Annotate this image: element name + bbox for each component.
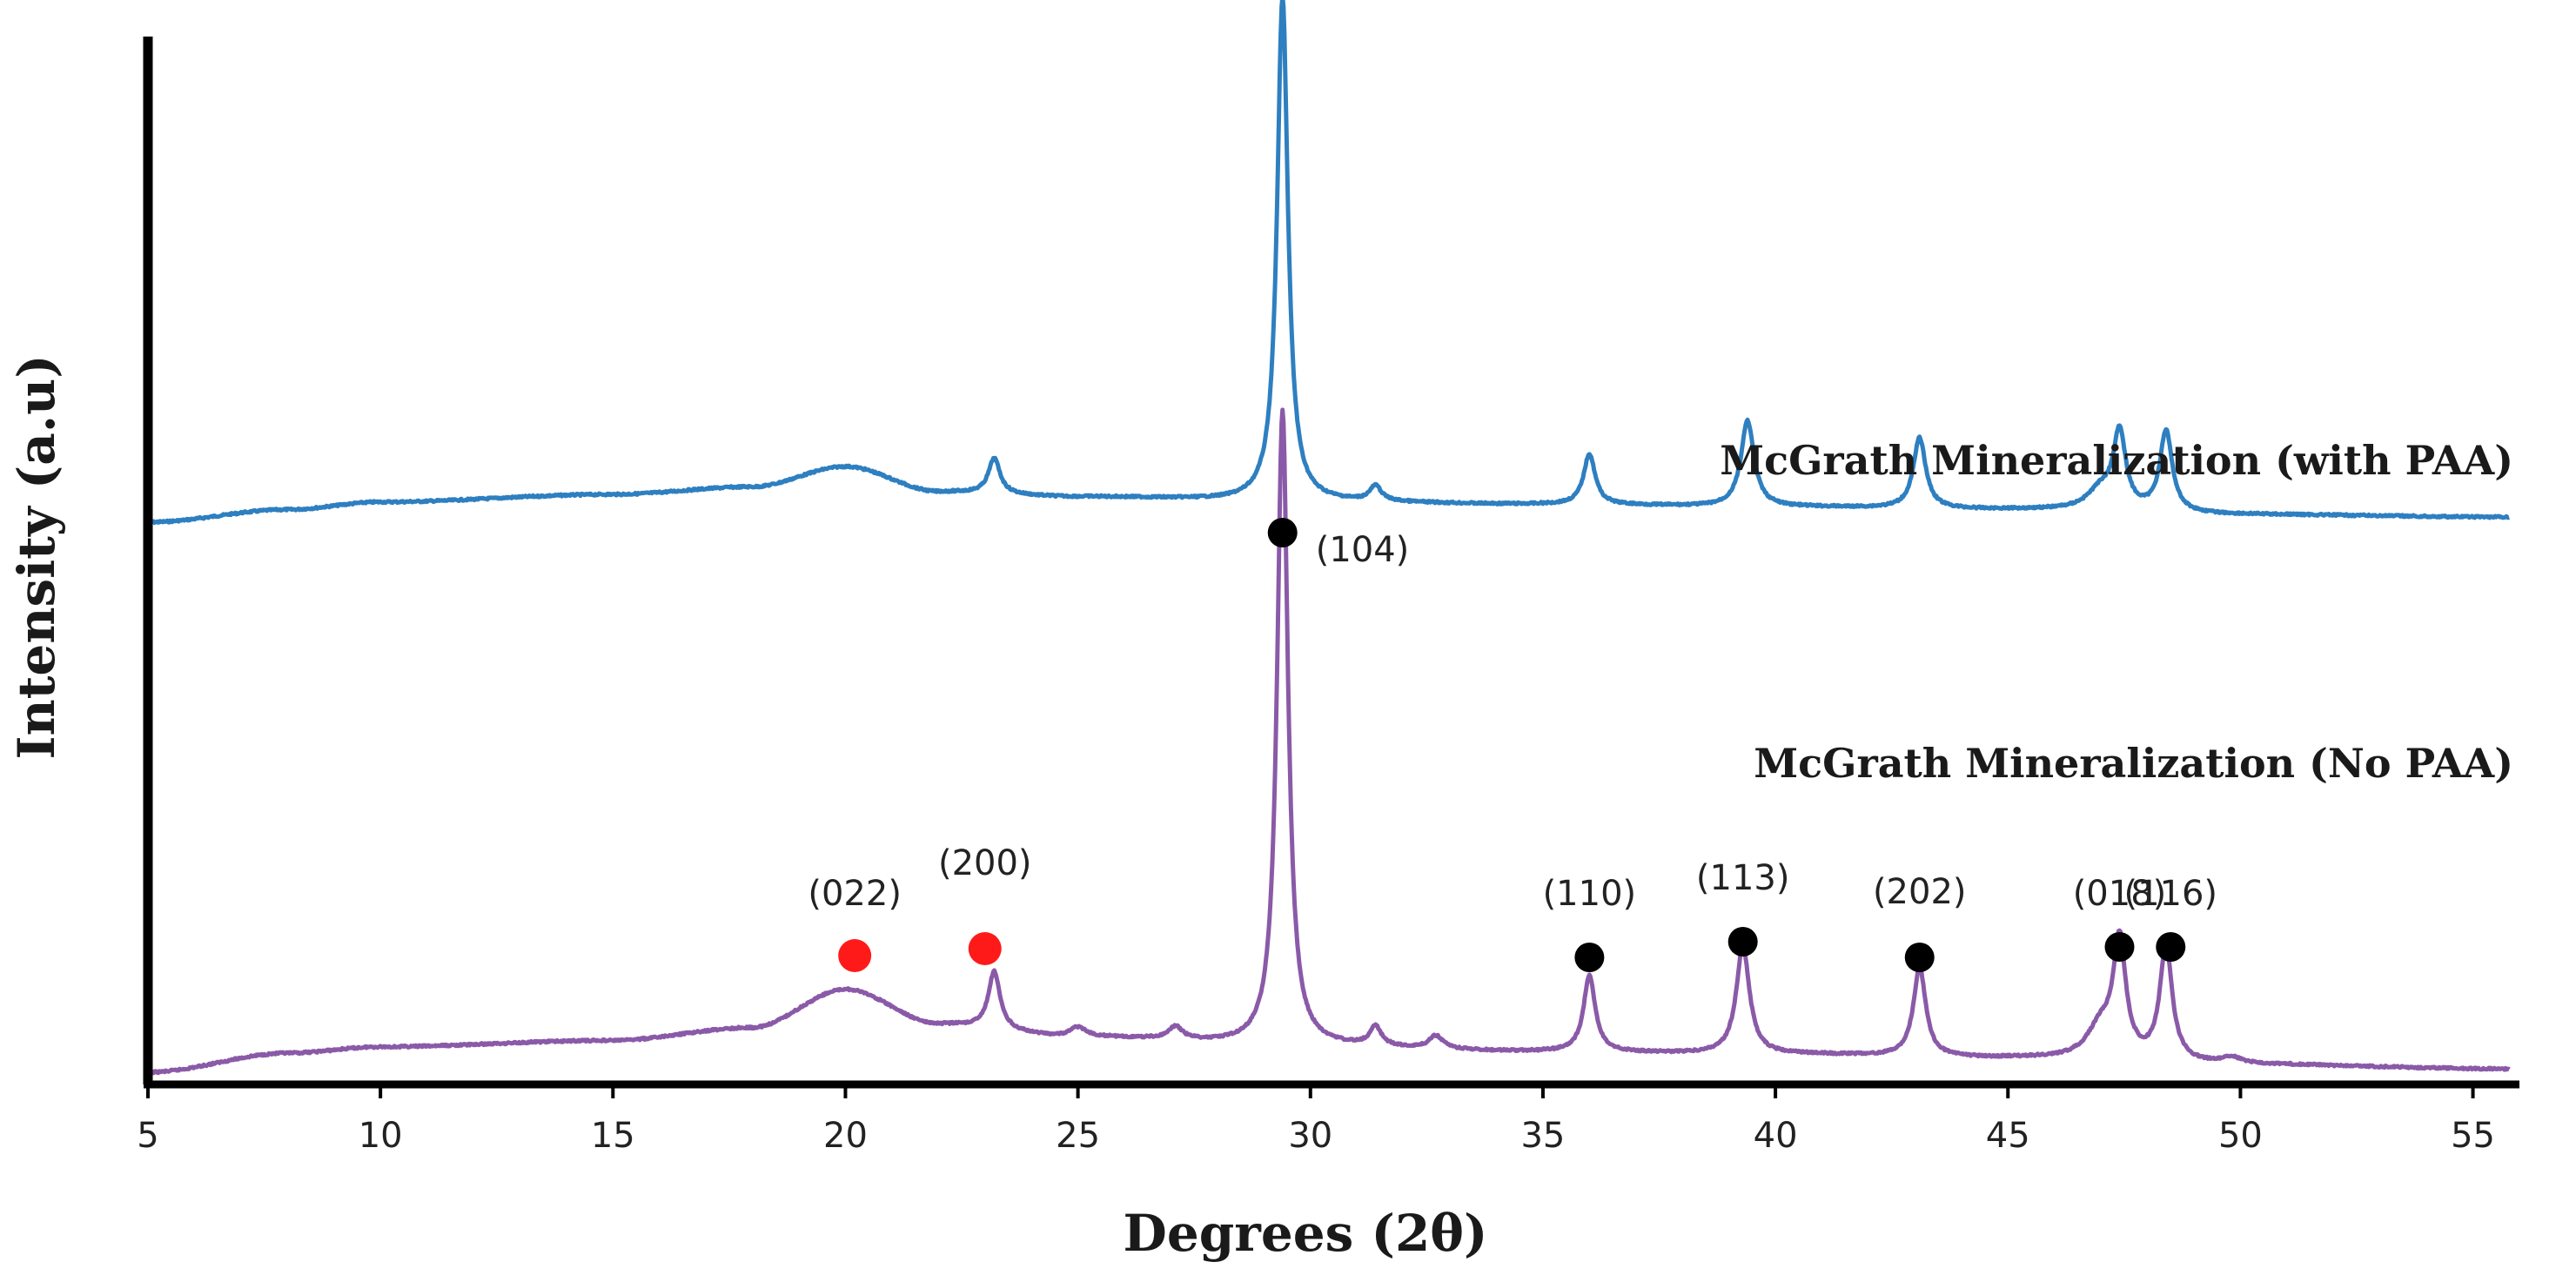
peak-marker [1904, 943, 1935, 972]
peak-marker [2104, 932, 2135, 962]
peak-label: (202) [1873, 872, 1967, 912]
peak-label: (104) [1316, 530, 1410, 570]
peak-label: (116) [2123, 874, 2217, 914]
x-tick-label: 55 [2451, 1116, 2495, 1156]
x-tick-label: 5 [137, 1116, 158, 1156]
peak-marker [1727, 927, 1758, 956]
x-tick-label: 25 [1056, 1116, 1100, 1156]
plot-area: (022) (200) (104) (110) (113) (202) (018)(116)… [137, 0, 2519, 1156]
series-label-no-paa: McGrath Mineralization (No PAA) [1754, 740, 2513, 787]
peak-label: (018) [2073, 874, 2167, 914]
peak-label: (110) [1543, 874, 1637, 914]
peak-marker [1267, 518, 1298, 547]
peak-annotations: (022) (200) (104) (110) (113) (202) (018)(116) [808, 518, 2217, 972]
peak-marker [1574, 943, 1605, 972]
y-axis-title: Intensity (a.u) [7, 354, 66, 759]
x-tick-label: 40 [1754, 1116, 1798, 1156]
peak-label: (200) [938, 843, 1032, 883]
x-tick-label: 10 [359, 1116, 403, 1156]
series-label-with-paa: McGrath Mineralization (with PAA) [1720, 437, 2513, 484]
x-tick-label: 30 [1288, 1116, 1332, 1156]
series-line-with-paa [146, 0, 2511, 526]
x-tick-label: 15 [591, 1116, 635, 1156]
x-tick-label: 50 [2218, 1116, 2263, 1156]
x-tick-label: 45 [1986, 1116, 2030, 1156]
x-tick-label: 20 [823, 1116, 868, 1156]
x-axis-title: Degrees (2θ) [1124, 1204, 1488, 1263]
peak-label: (022) [808, 874, 902, 914]
x-tick-label: 35 [1520, 1116, 1565, 1156]
x-ticks: 5 10 15 20 25 30 35 40 45 50 55 [137, 1084, 2495, 1156]
peak-marker [968, 932, 1002, 965]
peak-label: (113) [1696, 858, 1790, 898]
peak-marker [838, 939, 872, 972]
peak-marker [2156, 932, 2186, 962]
